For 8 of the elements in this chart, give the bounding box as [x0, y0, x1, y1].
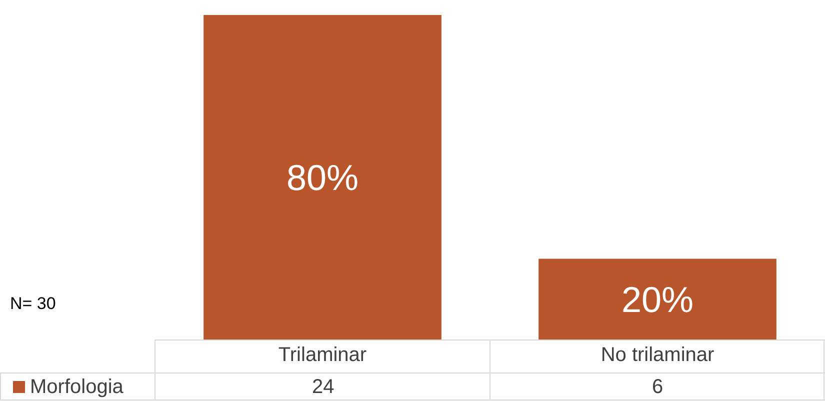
- text: 24: [312, 376, 334, 398]
- text: 6: [652, 376, 664, 398]
- data-label: 80%: [286, 157, 359, 198]
- x-tick-label: No trilaminar: [600, 344, 715, 366]
- data-label: 20%: [621, 278, 694, 320]
- text: N= 30: [10, 294, 56, 313]
- legend-label: Morfologia: [30, 376, 124, 398]
- x-tick-label: Trilaminar: [278, 344, 367, 366]
